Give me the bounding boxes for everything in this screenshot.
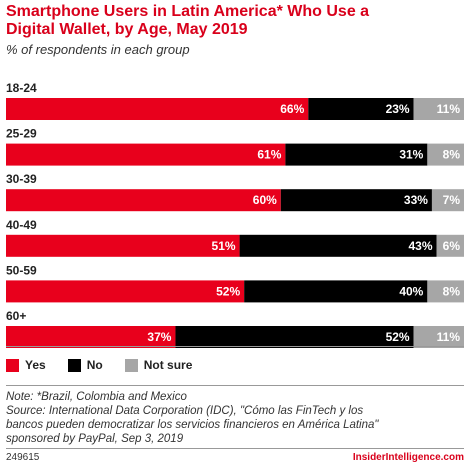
- brand-logo-text: InsiderIntelligence.com: [352, 452, 464, 463]
- source-text-line-2: bancos pueden democratizar los servicios…: [6, 419, 379, 431]
- bar-no-18-24: [308, 98, 414, 120]
- bar-yes-25-29: [6, 143, 286, 166]
- category-label-30-39: 30-39: [6, 172, 37, 186]
- bar-not-sure-60: [413, 326, 464, 348]
- bar-not-sure-40-49: [436, 234, 464, 257]
- bar-no-60: [175, 326, 414, 348]
- category-label-40-49: 40-49: [6, 218, 37, 232]
- data-label-no-18-24: 23%: [386, 102, 410, 116]
- data-label-not-sure-60: 11%: [437, 330, 461, 344]
- bar-not-sure-50-59: [427, 280, 464, 303]
- legend-item-not-sure: Not sure: [124, 358, 193, 372]
- category-label-18-24: 18-24: [6, 81, 37, 95]
- data-label-not-sure-25-29: 8%: [443, 148, 461, 162]
- bar-yes-18-24: [6, 98, 309, 120]
- data-label-yes-60: 37%: [147, 330, 171, 344]
- data-label-yes-25-29: 61%: [257, 148, 281, 162]
- legend-swatch-no: [67, 358, 81, 372]
- category-label-25-29: 25-29: [6, 127, 37, 141]
- notes-divider: [6, 385, 464, 386]
- legend-swatch-yes: [6, 358, 19, 372]
- data-label-yes-30-39: 60%: [253, 193, 277, 207]
- data-label-not-sure-30-39: 7%: [443, 193, 461, 207]
- chart-title: Smartphone Users in Latin America* Who U…: [6, 3, 464, 39]
- chart-title-line-2: Digital Wallet, by Age, May 2019: [6, 21, 248, 38]
- footer-divider: [6, 448, 464, 449]
- chart-notes: Note: *Brazil, Colombia and Mexico Sourc…: [6, 390, 466, 446]
- bar-yes-50-59: [6, 280, 245, 303]
- chart-legend: Yes No Not sure: [6, 356, 214, 374]
- category-label-60: 60+: [6, 309, 26, 323]
- legend-label-not-sure: Not sure: [143, 358, 193, 372]
- bar-no-50-59: [244, 280, 428, 303]
- bar-yes-30-39: [6, 189, 281, 212]
- bar-no-25-29: [285, 143, 428, 166]
- bar-not-sure-18-24: [413, 98, 464, 120]
- chart-title-line-1: Smartphone Users in Latin America* Who U…: [6, 3, 370, 20]
- data-label-yes-18-24: 66%: [280, 102, 304, 116]
- chart-subtitle: % of respondents in each group: [6, 42, 190, 57]
- bar-no-40-49: [239, 234, 437, 257]
- bar-not-sure-25-29: [427, 143, 464, 166]
- bar-no-30-39: [280, 189, 432, 212]
- source-text-line-1: Source: International Data Corporation (…: [6, 405, 364, 417]
- legend-swatch-not-sure: [124, 358, 138, 372]
- legend-label-yes: Yes: [25, 358, 46, 372]
- legend-label-no: No: [86, 358, 103, 372]
- data-label-no-40-49: 43%: [408, 239, 432, 253]
- note-text: Note: *Brazil, Colombia and Mexico: [6, 391, 187, 403]
- data-label-not-sure-50-59: 8%: [443, 284, 461, 298]
- data-label-no-25-29: 31%: [399, 148, 423, 162]
- data-label-yes-40-49: 51%: [212, 239, 236, 253]
- bar-yes-60: [6, 326, 176, 348]
- source-text-line-3: sponsored by PayPal, Sep 3, 2019: [6, 433, 184, 445]
- chart-id: 249615: [6, 452, 40, 463]
- data-label-no-30-39: 33%: [404, 193, 428, 207]
- bar-yes-40-49: [6, 234, 240, 257]
- data-label-no-50-59: 40%: [399, 284, 423, 298]
- data-label-yes-50-59: 52%: [216, 284, 240, 298]
- legend-divider: [6, 346, 464, 347]
- legend-item-no: No: [67, 358, 103, 372]
- legend-item-yes: Yes: [6, 358, 46, 372]
- category-label-50-59: 50-59: [6, 263, 37, 277]
- data-label-no-60: 52%: [386, 330, 410, 344]
- data-label-not-sure-40-49: 6%: [443, 239, 461, 253]
- bar-not-sure-30-39: [431, 189, 464, 212]
- data-label-not-sure-18-24: 11%: [437, 102, 461, 116]
